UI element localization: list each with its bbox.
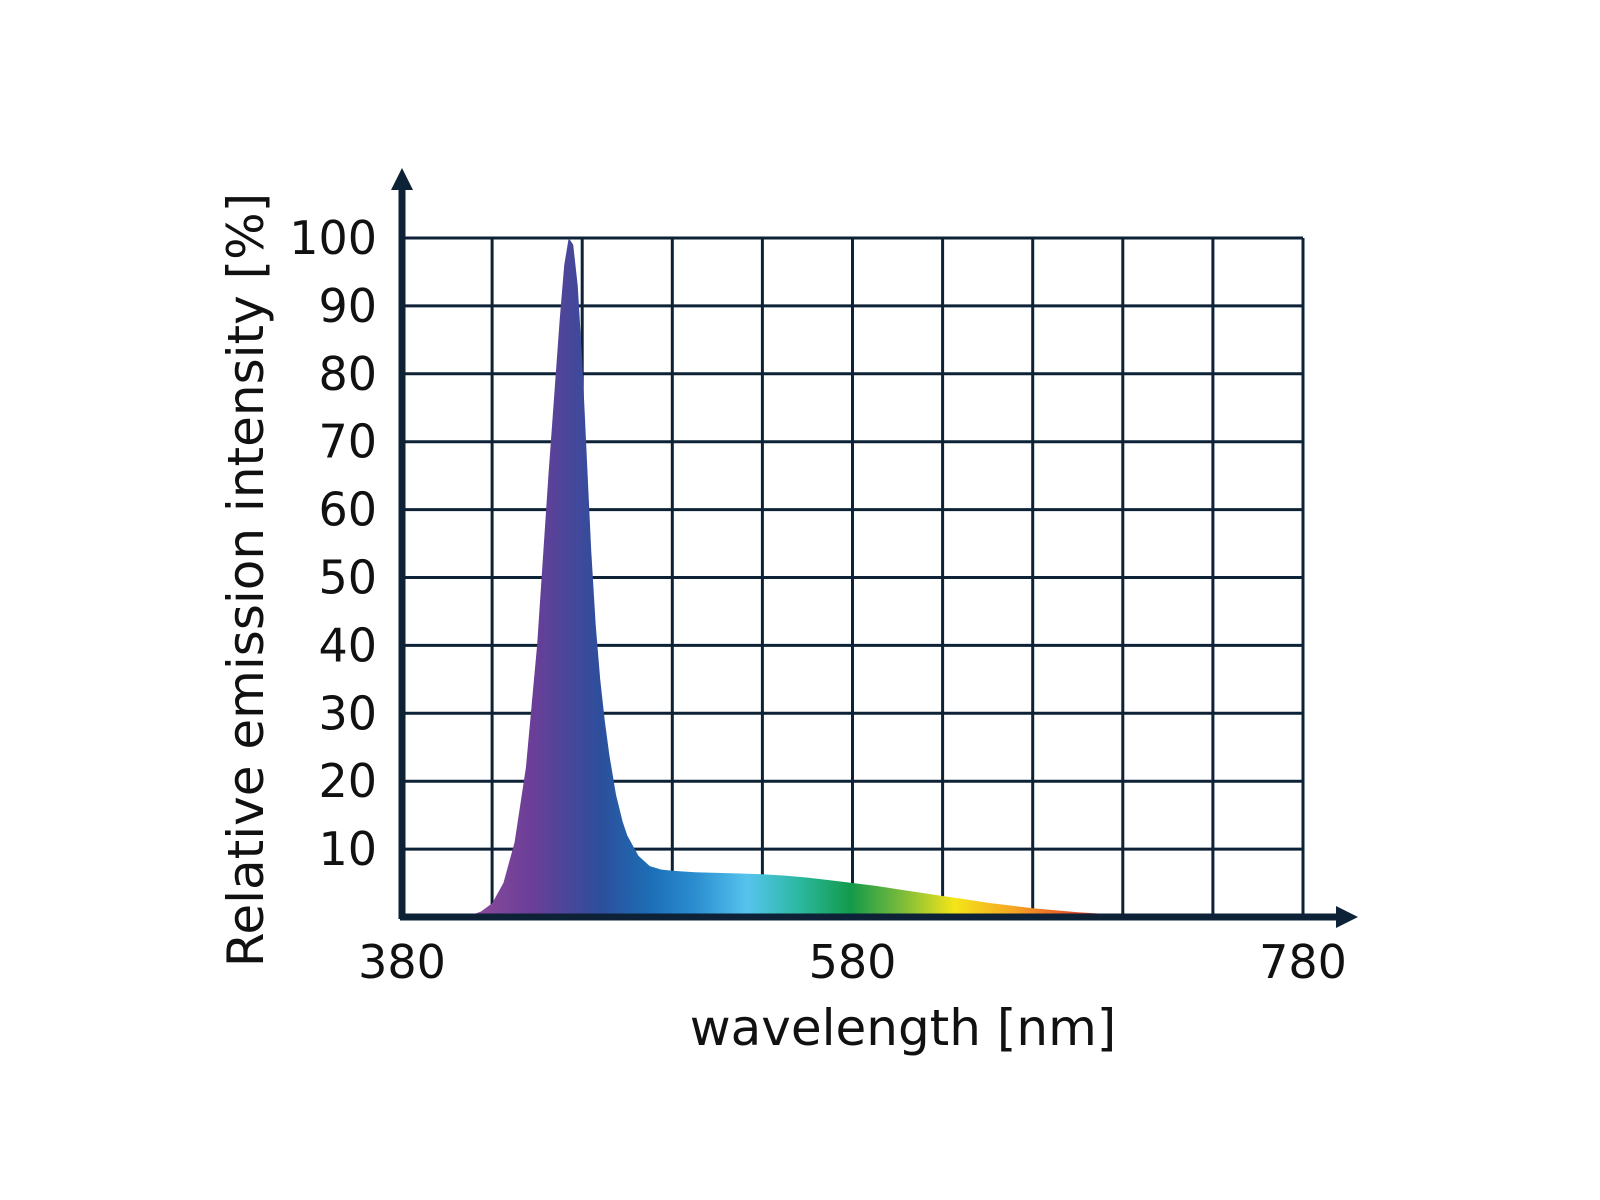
y-tick-label: 30 bbox=[318, 686, 377, 740]
y-tick-label: 10 bbox=[318, 822, 377, 876]
x-axis-title: wavelength [nm] bbox=[690, 999, 1117, 1057]
y-tick-label: 20 bbox=[318, 754, 377, 808]
y-tick-label: 100 bbox=[289, 211, 377, 265]
y-tick-label: 70 bbox=[318, 415, 377, 469]
axes bbox=[391, 168, 1358, 928]
x-tick-label: 580 bbox=[809, 935, 897, 989]
y-axis-arrow bbox=[391, 168, 413, 190]
y-tick-label: 50 bbox=[318, 551, 377, 605]
spectrum-area bbox=[402, 238, 1303, 917]
x-tick-label: 380 bbox=[358, 935, 446, 989]
x-tick-labels: 380 580 780 bbox=[358, 935, 1347, 989]
x-axis-arrow bbox=[1336, 906, 1358, 928]
y-tick-label: 80 bbox=[318, 347, 377, 401]
y-tick-labels: 10 20 30 40 50 60 70 80 90 100 bbox=[289, 211, 377, 876]
y-tick-label: 40 bbox=[318, 618, 377, 672]
x-tick-label: 780 bbox=[1259, 935, 1347, 989]
y-axis-title: Relative emission intensity [%] bbox=[217, 193, 275, 967]
y-tick-label: 60 bbox=[318, 483, 377, 537]
y-tick-label: 90 bbox=[318, 279, 377, 333]
